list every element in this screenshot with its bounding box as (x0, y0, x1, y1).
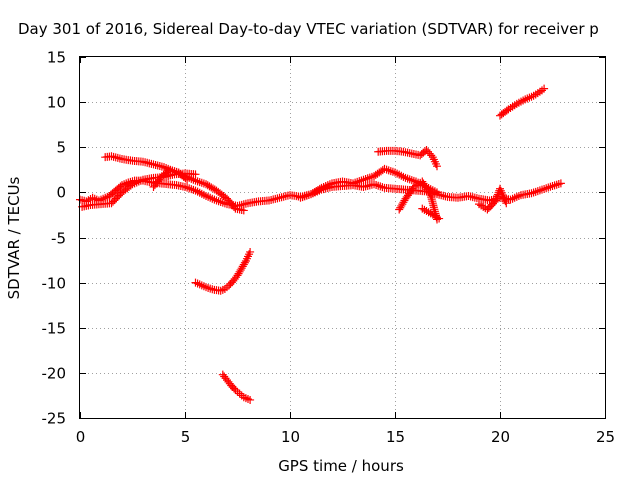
chart-title: Day 301 of 2016, Sidereal Day-to-day VTE… (18, 20, 599, 38)
series-segment-8 (374, 145, 441, 171)
data-point (496, 186, 505, 195)
data-point (191, 170, 200, 179)
series-segment-11 (475, 184, 511, 214)
x-axis-label: GPS time / hours (278, 457, 404, 475)
y-tick-label: -20 (42, 365, 67, 383)
data-point (501, 197, 510, 206)
x-tick-label: 20 (491, 428, 510, 446)
data-point (183, 175, 192, 184)
y-axis-label: SDTVAR / TECUs (5, 176, 23, 299)
data-point (181, 174, 190, 183)
y-tick-label: 10 (47, 94, 66, 112)
data-point (230, 384, 238, 393)
data-point (433, 162, 441, 171)
data-point (240, 258, 249, 267)
series-segment-10 (418, 204, 444, 223)
y-tick-label: 0 (56, 184, 66, 202)
y-tick-label: 15 (47, 49, 66, 67)
x-tick-label: 25 (596, 428, 615, 446)
data-point (496, 184, 504, 193)
series-segment-12 (496, 84, 549, 120)
data-point (500, 195, 509, 204)
data-point (435, 214, 444, 223)
data-point (433, 188, 441, 197)
data-point (498, 190, 507, 199)
data-point (497, 188, 506, 197)
series-segment-5 (191, 247, 255, 295)
data-point (492, 194, 501, 203)
series-segment-4 (149, 165, 192, 191)
x-tick-label: 10 (281, 428, 300, 446)
data-points (76, 84, 565, 404)
plot-frame (79, 56, 606, 419)
data-point (540, 84, 549, 93)
data-point (502, 199, 511, 208)
data-point (246, 395, 255, 404)
data-point (425, 189, 434, 198)
data-point (315, 184, 324, 193)
y-tick-label: -15 (42, 320, 67, 338)
data-point (491, 196, 500, 205)
series-segment-6 (218, 370, 255, 404)
y-tick-labels: -25 -20 -15 -10 -5 0 5 10 15 (42, 49, 67, 428)
data-point (427, 151, 436, 160)
data-point (556, 179, 565, 188)
data-point (239, 206, 248, 215)
x-tick-labels: 0 5 10 15 20 25 (76, 428, 615, 446)
y-tick-label: -10 (42, 275, 67, 293)
x-tick-label: 5 (181, 428, 191, 446)
y-tick-label: -5 (51, 230, 66, 248)
data-point (246, 247, 255, 256)
y-tick-label: 5 (56, 139, 66, 157)
axis-ticks (80, 57, 606, 419)
x-tick-label: 0 (76, 428, 86, 446)
data-point (499, 193, 508, 202)
y-tick-label: -25 (42, 410, 67, 428)
x-tick-label: 15 (386, 428, 405, 446)
